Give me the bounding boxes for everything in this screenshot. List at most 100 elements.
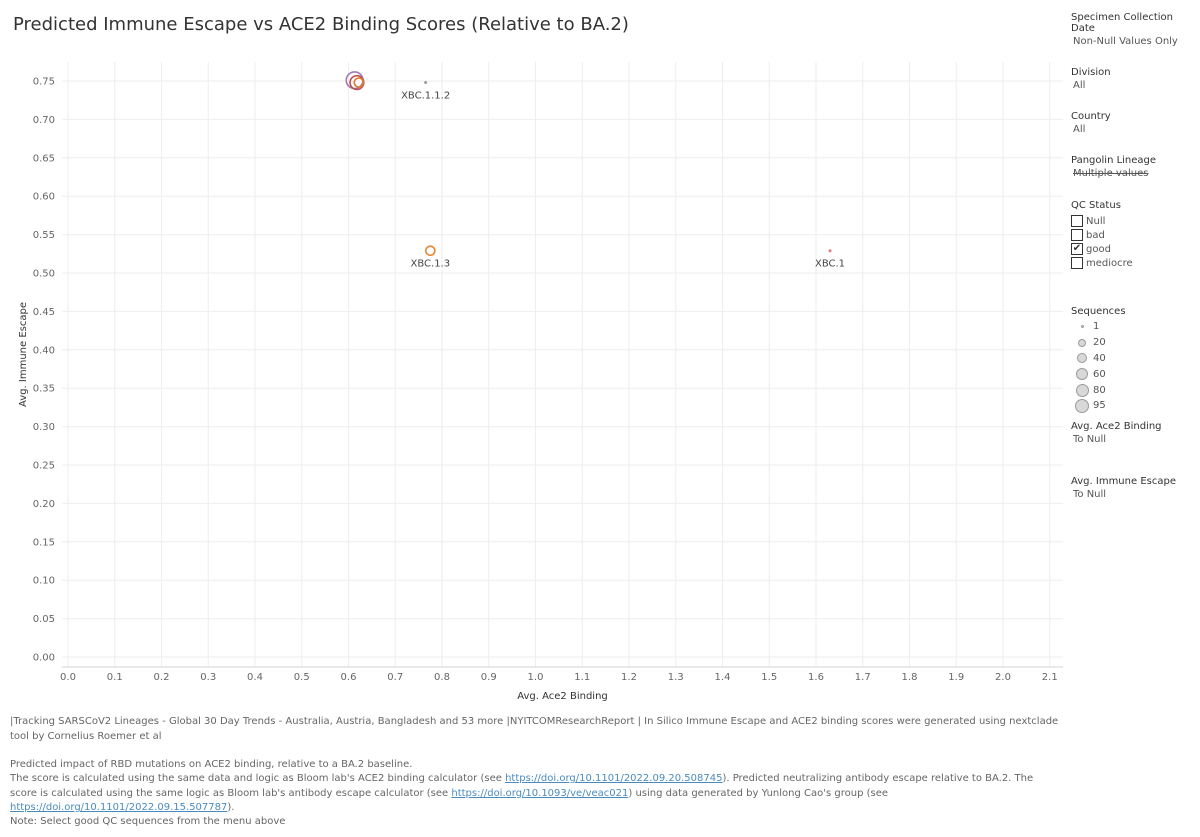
checkbox[interactable]: [1071, 229, 1083, 241]
x-tick-label: 0.3: [200, 672, 216, 683]
point-label: XBC.1.3: [411, 259, 451, 270]
x-tick-label: 1.3: [668, 672, 684, 683]
x-tick-label: 1.6: [808, 672, 824, 683]
checkbox[interactable]: [1071, 215, 1083, 227]
y-tick-label: 0.45: [33, 307, 55, 318]
legend-item: 20: [1071, 335, 1126, 351]
y-tick-label: 0.55: [33, 230, 55, 241]
filter-avg-immune-escape[interactable]: Avg. Immune Escape To Null: [1071, 476, 1176, 500]
x-axis-title: Avg. Ace2 Binding: [517, 691, 608, 702]
x-tick-label: 1.4: [715, 672, 731, 683]
legend-item: 60: [1071, 366, 1126, 382]
x-tick-label: 1.7: [855, 672, 871, 683]
caption-method: The score is calculated using the same d…: [10, 772, 1060, 816]
filter-value: All: [1073, 80, 1086, 91]
qc-option[interactable]: bad: [1071, 228, 1133, 242]
filter-title: Country: [1071, 111, 1111, 122]
filter-title: QC Status: [1071, 200, 1121, 211]
filter-title: Division: [1071, 67, 1111, 78]
y-tick-label: 0.10: [33, 576, 55, 587]
filter-value: To Null: [1073, 434, 1107, 445]
filter-title: Pangolin Lineage: [1071, 155, 1157, 166]
x-tick-label: 1.5: [761, 672, 777, 683]
legend-item: 40: [1071, 351, 1126, 367]
legend-size-circle: [1078, 338, 1086, 347]
qc-option-label: Null: [1086, 215, 1106, 227]
y-tick-label: 0.35: [33, 384, 55, 395]
y-tick-label: 0.70: [33, 115, 55, 126]
x-tick-label: 1.2: [621, 672, 637, 683]
doi-link[interactable]: https://doi.org/10.1093/ve/veac021: [451, 787, 629, 799]
legend-size-circle: [1080, 325, 1084, 329]
filter-pangolin-lineage[interactable]: Pangolin Lineage Multiple values: [1071, 155, 1156, 179]
legend-size-circle: [1075, 383, 1089, 397]
y-tick-label: 0.65: [33, 153, 55, 164]
x-tick-label: 2.0: [995, 672, 1011, 683]
data-point: [424, 245, 436, 257]
caption-note: Note: Select good QC sequences from the …: [10, 816, 286, 827]
x-tick-label: 1.1: [574, 672, 590, 683]
caption-text: ).: [227, 802, 235, 813]
x-tick-label: 2.1: [1042, 672, 1058, 683]
legend-size-circle: [1076, 368, 1088, 381]
x-tick-label: 0.2: [154, 672, 170, 683]
filter-division[interactable]: Division All: [1071, 67, 1111, 91]
legend-label: 80: [1093, 384, 1106, 396]
filter-value: Non-Null Values Only: [1073, 36, 1178, 47]
checkbox[interactable]: ✔: [1071, 243, 1083, 255]
x-tick-label: 0.9: [481, 672, 497, 683]
filter-value: To Null: [1073, 489, 1107, 500]
filter-value: All: [1073, 124, 1086, 135]
filter-qc-status: QC Status Null bad ✔ good mediocre: [1071, 200, 1133, 270]
legend-label: 60: [1093, 368, 1106, 380]
filter-collection-date[interactable]: Specimen Collection Date Non-Null Values…: [1071, 12, 1196, 47]
legend-item: 1: [1071, 319, 1126, 335]
filter-title: Avg. Ace2 Binding: [1071, 421, 1162, 432]
y-tick-label: 0.25: [33, 461, 55, 472]
qc-option-label: bad: [1086, 229, 1105, 241]
legend-size-circle: [1075, 398, 1089, 413]
filter-value: Multiple values: [1073, 168, 1149, 179]
caption-description: Predicted impact of RBD mutations on ACE…: [10, 759, 413, 770]
y-tick-label: 0.60: [33, 192, 55, 203]
qc-option[interactable]: ✔ good: [1071, 242, 1133, 256]
y-tick-label: 0.50: [33, 269, 55, 280]
data-point: [828, 249, 832, 253]
point-label: XBC.1: [815, 259, 845, 270]
x-tick-label: 0.0: [60, 672, 76, 683]
x-tick-label: 1.8: [902, 672, 918, 683]
filter-country[interactable]: Country All: [1071, 111, 1111, 135]
y-tick-label: 0.30: [33, 422, 55, 433]
y-tick-label: 0.00: [33, 653, 55, 664]
x-tick-label: 0.6: [341, 672, 357, 683]
x-tick-label: 0.4: [247, 672, 263, 683]
qc-option-label: mediocre: [1086, 257, 1133, 269]
y-tick-label: 0.15: [33, 537, 55, 548]
data-point: [424, 81, 428, 85]
qc-option[interactable]: mediocre: [1071, 256, 1133, 270]
x-tick-label: 1.0: [528, 672, 544, 683]
data-point: [353, 77, 365, 88]
legend-title: Sequences: [1071, 306, 1126, 317]
x-tick-label: 0.1: [107, 672, 123, 683]
legend-label: 40: [1093, 352, 1106, 364]
caption-text: The score is calculated using the same d…: [10, 773, 506, 784]
doi-link[interactable]: https://doi.org/10.1101/2022.09.20.50874…: [505, 773, 723, 784]
y-axis-title: Avg. Immune Escape: [18, 302, 29, 407]
filter-title: Avg. Immune Escape: [1071, 476, 1176, 487]
qc-option[interactable]: Null: [1071, 214, 1133, 228]
caption-text: ) using data generated by Yunlong Cao's …: [628, 787, 889, 799]
caption-text: ). Predicted neutralizing antibody escap…: [10, 773, 1034, 799]
caption-source: |Tracking SARSCoV2 Lineages - Global 30 …: [10, 716, 1059, 742]
point-label: XBC.1.1.2: [401, 91, 450, 102]
y-tick-label: 0.75: [33, 77, 55, 88]
legend-item: 80: [1071, 382, 1126, 398]
chart-title: Predicted Immune Escape vs ACE2 Binding …: [13, 14, 629, 35]
x-tick-label: 0.7: [387, 672, 403, 683]
doi-link[interactable]: https://doi.org/10.1101/2022.09.15.50778…: [10, 802, 228, 813]
filter-avg-ace2-binding[interactable]: Avg. Ace2 Binding To Null: [1071, 421, 1162, 445]
qc-option-label: good: [1086, 243, 1111, 255]
y-tick-label: 0.40: [33, 345, 55, 356]
checkbox[interactable]: [1071, 257, 1083, 269]
